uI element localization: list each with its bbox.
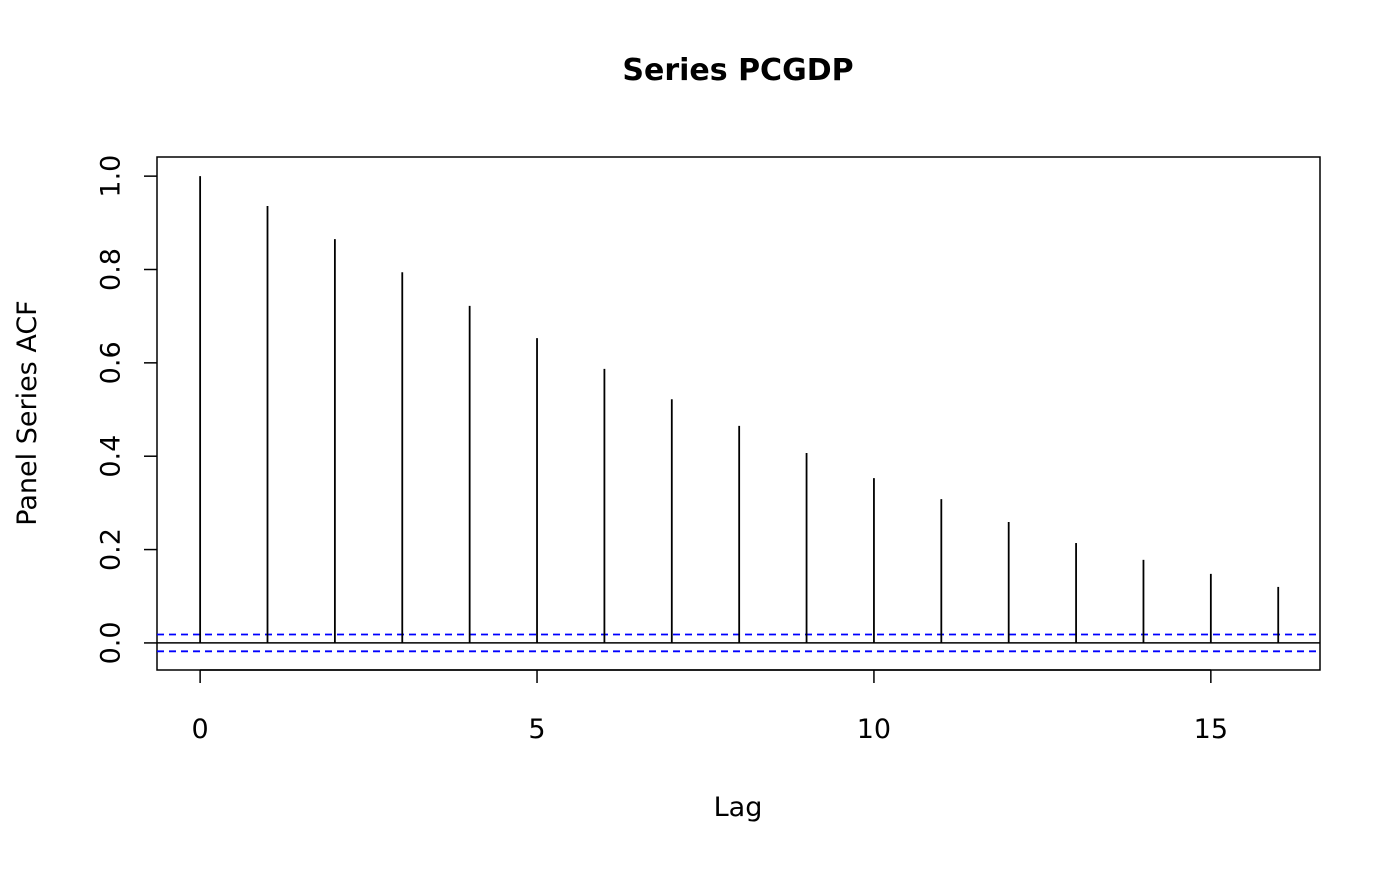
y-axis-label: Panel Series ACF	[12, 300, 43, 525]
y-tick-label: 0.8	[95, 248, 126, 291]
y-tick-label: 1.0	[95, 155, 126, 198]
x-axis-label: Lag	[714, 792, 763, 823]
y-tick-label: 0.2	[95, 528, 126, 571]
chart-title: Series PCGDP	[622, 53, 853, 88]
x-tick-label: 10	[857, 714, 891, 745]
y-tick-label: 0.0	[95, 621, 126, 664]
y-tick-label: 0.6	[95, 341, 126, 384]
x-tick-label: 0	[192, 714, 209, 745]
x-tick-label: 5	[528, 714, 545, 745]
y-tick-label: 0.4	[95, 435, 126, 478]
x-tick-label: 15	[1194, 714, 1228, 745]
